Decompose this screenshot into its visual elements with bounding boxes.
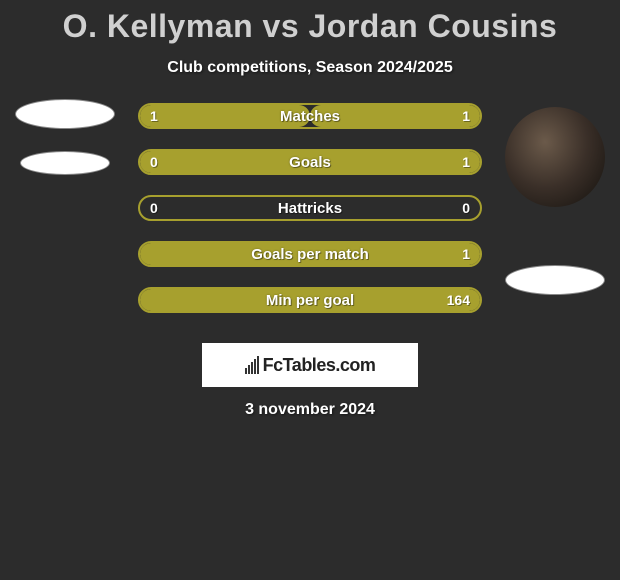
stat-label: Min per goal <box>266 292 354 309</box>
stat-row: 0 Goals 1 <box>138 149 482 175</box>
stat-label: Goals per match <box>251 246 369 263</box>
stat-label: Goals <box>289 154 331 171</box>
stat-row: 0 Hattricks 0 <box>138 195 482 221</box>
stat-value-left: 0 <box>150 154 158 170</box>
stat-value-right: 1 <box>462 108 470 124</box>
stat-row: Goals per match 1 <box>138 241 482 267</box>
stat-value-right: 0 <box>462 200 470 216</box>
stat-value-left: 0 <box>150 200 158 216</box>
stat-value-right: 1 <box>462 246 470 262</box>
stat-value-right: 1 <box>462 154 470 170</box>
stat-label: Hattricks <box>278 200 342 217</box>
comparison-infographic: O. Kellyman vs Jordan Cousins Club compe… <box>0 0 620 419</box>
stat-row: 1 Matches 1 <box>138 103 482 129</box>
player-left-column <box>10 103 120 175</box>
stat-row: Min per goal 164 <box>138 287 482 313</box>
logo-bars-icon <box>245 356 259 374</box>
player-right-flag-placeholder <box>505 265 605 295</box>
stats-list: 1 Matches 1 0 Goals 1 0 Hattricks 0 Goals per mat… <box>138 103 482 313</box>
player-left-avatar-placeholder <box>15 99 115 129</box>
stat-value-right: 164 <box>447 292 470 308</box>
fctables-logo: FcTables.com <box>202 343 418 387</box>
date-label: 3 november 2024 <box>0 401 620 419</box>
player-right-avatar <box>505 107 605 207</box>
compare-area: 1 Matches 1 0 Goals 1 0 Hattricks 0 Goals per mat… <box>0 103 620 313</box>
player-left-flag-placeholder <box>20 151 110 175</box>
stat-label: Matches <box>280 108 340 125</box>
stat-value-left: 1 <box>150 108 158 124</box>
page-subtitle: Club competitions, Season 2024/2025 <box>0 59 620 77</box>
page-title: O. Kellyman vs Jordan Cousins <box>0 8 620 45</box>
player-right-column <box>500 103 610 295</box>
logo-text: FcTables.com <box>263 355 376 376</box>
